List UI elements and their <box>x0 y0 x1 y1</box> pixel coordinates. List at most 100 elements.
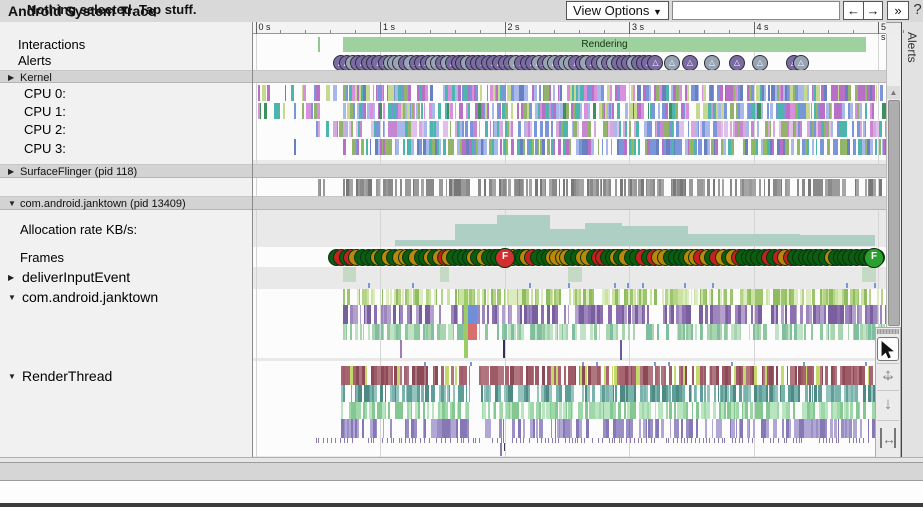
pan-left-button[interactable]: ← <box>843 1 863 20</box>
rt-maroon-row-slice <box>486 366 489 385</box>
zoom-tool-button[interactable]: ↓ <box>877 392 899 416</box>
jank-purple-row-slice <box>682 305 686 324</box>
pan-tool-button[interactable]: ↔ ↕ <box>877 364 899 388</box>
cpu3-track-slice <box>551 139 554 155</box>
triangle-up-icon: ▲ <box>889 88 898 97</box>
cpu2-track-slice <box>825 121 828 137</box>
timeline-tracks[interactable]: Rendering△△△△△△△△△△△△△△△△△△△△△△△△△△△△△△△… <box>253 34 886 457</box>
jank-green-row-slice <box>367 289 370 305</box>
cpu0-track-slice <box>417 85 420 101</box>
rt-maroon-row-slice <box>646 366 648 385</box>
rt-maroon-row-slice <box>684 366 687 385</box>
alert-icon[interactable]: △ <box>647 54 664 71</box>
surfaceflinger-track-slice <box>657 179 659 196</box>
cpu2-track-slice <box>865 121 867 137</box>
rt-bottom-ticks <box>512 438 514 443</box>
rendering-bar[interactable]: Rendering <box>343 37 866 52</box>
select-tool-button[interactable] <box>877 337 899 361</box>
jank-purple-row-slice <box>806 305 810 324</box>
pan-right-button[interactable]: → <box>863 1 883 20</box>
alert-icon[interactable]: △ <box>682 54 698 71</box>
rt-teal-row-slice <box>726 385 730 402</box>
cpu1-track-slice <box>662 103 665 119</box>
rt-lavender-row-slice <box>648 419 651 438</box>
view-options-button[interactable]: View Options ▼ <box>566 1 669 20</box>
rt-lavender-row-slice <box>459 419 463 438</box>
alert-icon[interactable]: △ <box>793 54 809 71</box>
help-button[interactable]: ? <box>913 1 922 20</box>
panel-divider[interactable] <box>252 22 253 457</box>
cpu0-track-slice <box>358 85 362 101</box>
cpu0-track-slice <box>771 85 775 101</box>
rt-lavender-row-slice <box>441 419 443 438</box>
rt-lavender-row-slice <box>867 419 869 438</box>
rt-lavender-row-slice <box>819 419 821 438</box>
cpu2-track-slice <box>336 121 339 137</box>
alerts-tab[interactable]: Alerts <box>905 32 919 63</box>
cpu0-track-slice <box>751 85 754 101</box>
alert-icon[interactable]: △ <box>704 54 720 71</box>
section-header-janktown[interactable]: ▼ com.android.janktown (pid 13409) <box>0 196 886 210</box>
jank-teal-row-slice <box>833 324 836 340</box>
cpu0-track-slice <box>732 85 736 101</box>
rt-teal-row-slice <box>614 385 617 402</box>
jank-purple-row-slice <box>608 305 612 324</box>
jank-purple-row-slice <box>555 305 558 324</box>
rt-maroon-row-slice <box>580 366 582 385</box>
expand-arrow-icon[interactable]: ▼ <box>8 372 16 381</box>
timing-tool-button[interactable]: ↔ <box>877 428 899 450</box>
rt-bottom-ticks <box>741 438 743 443</box>
expand-button[interactable]: » <box>887 1 909 20</box>
rt-maroon-row-slice <box>624 366 628 385</box>
rt-green-row-slice <box>356 402 360 419</box>
expand-arrow-icon[interactable]: ▼ <box>8 293 16 302</box>
rt-bottom-ticks <box>751 438 753 443</box>
cpu2-track-slice <box>391 121 396 137</box>
cpu1-track-slice <box>421 103 424 119</box>
input-event-band <box>440 267 449 282</box>
section-header-surfaceflinger[interactable]: ▶ SurfaceFlinger (pid 118) <box>0 164 886 178</box>
surfaceflinger-track-slice <box>345 179 349 196</box>
rt-top-ticks <box>596 362 599 366</box>
rt-teal-row-slice <box>407 385 409 402</box>
scroll-up-button[interactable]: ▲ <box>887 86 900 99</box>
warning-triangle-icon: △ <box>652 57 659 67</box>
surfaceflinger-track-slice <box>362 179 365 196</box>
surfaceflinger-track-slice <box>518 179 520 196</box>
alert-icon[interactable]: △ <box>752 54 768 71</box>
rt-maroon-row-slice <box>538 366 540 385</box>
surfaceflinger-track-slice <box>742 179 745 196</box>
rt-maroon-row-slice <box>411 366 414 385</box>
rt-maroon-row-slice <box>790 366 793 385</box>
rt-teal-row-slice <box>779 385 782 402</box>
jank-teal-row-slice <box>736 324 740 340</box>
rt-green-row-slice <box>494 402 496 419</box>
surfaceflinger-track-slice <box>603 179 607 196</box>
jank-green-row-slice <box>531 289 533 305</box>
rt-bottom-ticks <box>852 438 854 443</box>
ruler-minor-tick <box>902 30 904 33</box>
rt-teal-row-slice <box>651 385 656 402</box>
rt-maroon-row-slice <box>374 366 378 385</box>
search-input[interactable] <box>672 1 840 20</box>
rt-maroon-row-slice <box>546 366 550 385</box>
tool-panel-grip[interactable] <box>877 329 899 334</box>
frame-alert-icon[interactable]: F <box>864 247 884 268</box>
cpu3-track-slice <box>365 139 369 155</box>
collapse-arrow-icon[interactable]: ▶ <box>8 273 15 282</box>
jank-green-row-slice <box>699 289 702 305</box>
rt-green-row-slice <box>551 402 555 419</box>
cpu3-track-slice <box>708 139 710 155</box>
jank-green-row-slice <box>740 289 744 305</box>
rt-maroon-row-slice <box>843 366 846 385</box>
frame-alert-icon[interactable]: F <box>495 247 515 268</box>
surfaceflinger-track-slice <box>579 179 582 196</box>
section-header-kernel[interactable]: ▶ Kernel <box>0 70 886 84</box>
alert-icon[interactable]: △ <box>729 54 745 71</box>
vertical-scrollbar-thumb[interactable] <box>888 100 900 326</box>
jank-teal-row-slice <box>859 324 863 340</box>
alert-icon[interactable]: △ <box>664 54 680 71</box>
rt-teal-row-slice <box>788 385 791 402</box>
rt-maroon-row-slice <box>384 366 386 385</box>
